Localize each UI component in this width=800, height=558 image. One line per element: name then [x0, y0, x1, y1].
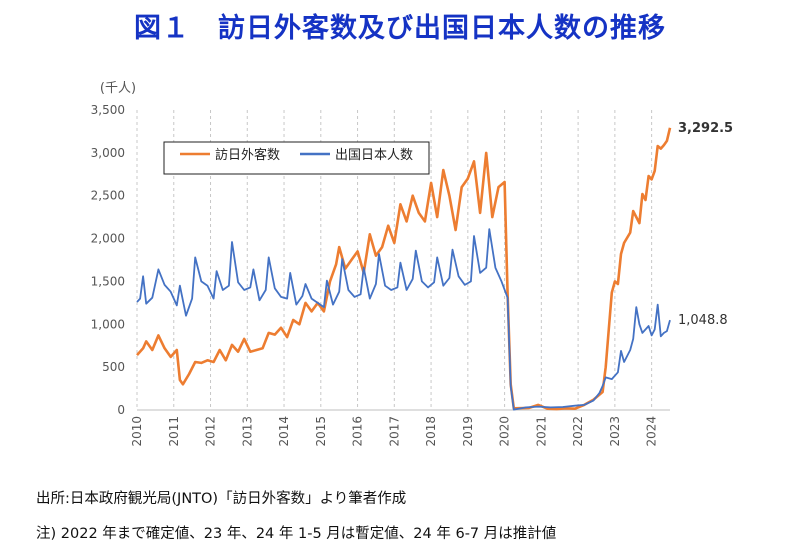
legend-box	[163, 141, 430, 175]
end-labels: 3,292.5 1,048.8	[678, 121, 733, 328]
x-tick-label: 2010	[130, 416, 144, 447]
y-axis: 0 500 1,000 1,500 2,000 2,500 3,000 3,500	[91, 103, 125, 417]
y-tick-label: 1,000	[91, 317, 125, 331]
x-tick-label: 2015	[314, 416, 328, 447]
x-axis: 2010 2011 2012 2013 2014 2015 2016 2017 2018 2019…	[130, 409, 670, 447]
series-line	[136, 127, 672, 411]
series-end-label: 3,292.5	[678, 121, 733, 136]
x-tick-label: 2019	[461, 416, 475, 447]
series-end-label: 1,048.8	[678, 313, 728, 328]
y-tick-label: 1,500	[91, 274, 125, 288]
y-tick-label: 3,500	[91, 103, 125, 117]
x-tick-label: 2014	[277, 416, 291, 447]
legend: 訪日外客数 出国日本人数	[163, 141, 430, 175]
x-tick-label: 2012	[204, 416, 218, 447]
series-lines	[136, 127, 672, 411]
x-tick-label: 2016	[351, 416, 365, 447]
x-tick-label: 2011	[167, 416, 181, 447]
footnote: 注) 2022 年まで確定値、23 年、24 年 1-5 月は暫定値、24 年 …	[36, 526, 557, 542]
legend-label: 訪日外客数	[215, 147, 280, 163]
x-tick-label: 2013	[240, 416, 254, 447]
x-tick-label: 2024	[645, 416, 659, 447]
x-tick-label: 2020	[498, 416, 512, 447]
x-tick-label: 2022	[571, 416, 585, 447]
series-line	[136, 228, 671, 411]
x-tick-label: 2017	[387, 416, 401, 447]
y-tick-label: 3,000	[91, 146, 125, 160]
y-axis-label: (千人)	[100, 81, 136, 96]
page-title: 図１ 訪日外客数及び出国日本人数の推移	[134, 13, 666, 44]
x-tick-label: 2021	[534, 416, 548, 447]
x-tick-label: 2023	[608, 416, 622, 447]
y-tick-label: 500	[102, 360, 125, 374]
source-note: 出所:日本政府観光局(JNTO)「訪日外客数」より筆者作成	[36, 491, 407, 507]
x-tick-label: 2018	[424, 416, 438, 447]
legend-label: 出国日本人数	[335, 148, 413, 163]
y-tick-label: 0	[117, 403, 125, 417]
y-tick-label: 2,500	[91, 189, 125, 203]
y-tick-label: 2,000	[91, 232, 125, 246]
